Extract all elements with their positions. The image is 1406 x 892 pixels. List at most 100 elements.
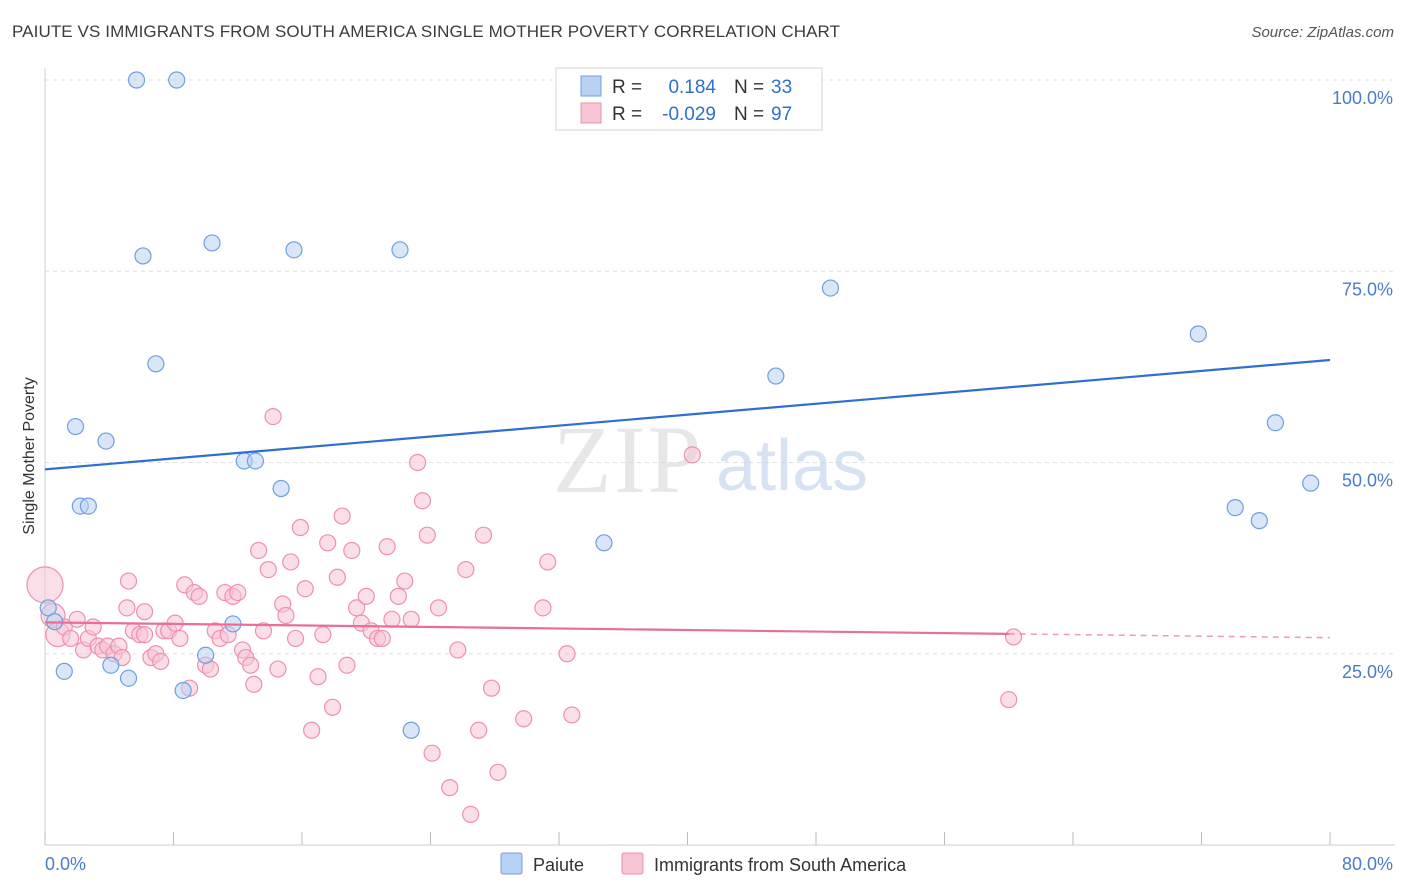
immigrants-point: [515, 710, 533, 728]
legend-n-value-paiute: 33: [771, 77, 792, 98]
watermark-atlas: atlas: [716, 426, 868, 506]
immigrants-point: [269, 660, 287, 678]
paiute-point: [39, 599, 57, 617]
immigrants-point: [319, 534, 337, 552]
paiute-point: [402, 721, 420, 739]
immigrants-point: [474, 526, 493, 544]
immigrants-point: [348, 599, 366, 617]
series-legend-swatch-immigrants: [621, 852, 644, 875]
immigrants-point: [229, 583, 247, 602]
immigrants-point: [291, 518, 309, 537]
legend-r-label-immigrants: R =: [612, 104, 642, 125]
immigrants-point: [534, 599, 552, 617]
paiute-point: [1302, 474, 1320, 492]
legend-n-label-immigrants: N =: [734, 104, 764, 125]
immigrants-point: [482, 679, 501, 697]
immigrants-point: [250, 541, 268, 560]
immigrants-point: [68, 610, 86, 628]
immigrants-point: [26, 566, 64, 604]
immigrants-point: [259, 560, 277, 579]
immigrants-point: [303, 721, 321, 739]
y-tick-label: 75.0%: [1342, 279, 1393, 299]
immigrants-point: [409, 453, 427, 472]
legend-swatch-immigrants: [580, 102, 602, 124]
series-legend-swatch-paiute: [500, 852, 523, 875]
paiute-point: [97, 432, 115, 450]
series-legend-label-immigrants: Immigrants from South America: [654, 855, 907, 875]
immigrants-point: [84, 618, 102, 636]
immigrants-point: [333, 507, 351, 525]
paiute-point: [391, 241, 409, 259]
y-tick-label: 50.0%: [1342, 471, 1393, 491]
paiute-point: [285, 241, 303, 259]
y-tick-label: 25.0%: [1342, 662, 1393, 682]
paiute-point: [246, 452, 265, 470]
paiute-point: [197, 646, 215, 664]
watermark-zip: ZIP: [553, 406, 703, 513]
immigrants-point: [343, 541, 361, 560]
immigrants-point: [441, 779, 459, 797]
paiute-point: [55, 662, 73, 680]
immigrants-point: [338, 656, 356, 674]
trend-lines: [44, 358, 1331, 639]
paiute-point: [119, 669, 138, 687]
paiute-point: [174, 681, 192, 700]
immigrants-point: [1000, 691, 1018, 709]
paiute-point: [272, 479, 290, 498]
immigrants-point: [378, 538, 396, 556]
immigrants-point: [683, 446, 701, 464]
paiute-point: [127, 71, 146, 89]
immigrants-point: [470, 721, 488, 739]
immigrants-point: [558, 645, 576, 663]
immigrants-point: [462, 805, 480, 824]
immigrants-point: [254, 622, 273, 640]
immigrants-point: [489, 763, 507, 781]
immigrants-point: [457, 560, 475, 579]
legend-r-label-paiute: R =: [612, 77, 642, 98]
immigrants-point: [357, 587, 375, 605]
legend-r-value-paiute: 0.184: [668, 77, 716, 98]
immigrants-point: [245, 675, 263, 693]
paiute-point: [203, 234, 221, 252]
x-tick-label-max: 80.0%: [1342, 854, 1393, 874]
immigrants-point: [152, 652, 170, 671]
immigrants-point: [119, 572, 138, 590]
watermark: ZIP atlas: [553, 406, 868, 513]
series-immigrants-points: [26, 408, 1023, 824]
gridlines: [45, 79, 1395, 655]
paiute-point: [767, 367, 785, 385]
immigrants-point: [383, 610, 401, 628]
correlation-legend: R = 0.184 N = 33 R = -0.029 N = 97: [555, 67, 823, 131]
immigrants-point: [135, 603, 154, 621]
series-legend-label-paiute: Paiute: [533, 855, 584, 875]
paiute-point: [821, 279, 840, 297]
immigrants-point: [314, 626, 332, 644]
paiute-point: [147, 355, 165, 373]
trend-line-paiute: [44, 358, 1331, 471]
immigrants-point: [429, 599, 448, 617]
paiute-point: [1189, 325, 1207, 343]
immigrants-point: [418, 526, 436, 544]
paiute-point: [102, 656, 120, 674]
legend-swatch-paiute: [580, 75, 602, 97]
immigrants-point: [323, 698, 342, 716]
immigrants-point: [135, 626, 154, 644]
immigrants-point: [286, 629, 305, 648]
paiute-point: [79, 497, 97, 515]
paiute-point: [168, 71, 186, 89]
chart-source: Source: ZipAtlas.com: [1251, 24, 1394, 41]
immigrants-point: [402, 610, 420, 628]
immigrants-point: [413, 492, 432, 510]
immigrants-point: [539, 553, 557, 571]
immigrants-point: [563, 706, 581, 724]
immigrants-point: [1004, 628, 1023, 646]
immigrants-point: [242, 656, 260, 674]
immigrants-point: [190, 587, 208, 605]
legend-n-label-paiute: N =: [734, 77, 764, 98]
chart-title: PAIUTE VS IMMIGRANTS FROM SOUTH AMERICA …: [12, 22, 841, 41]
immigrants-point: [264, 408, 282, 426]
paiute-point: [1226, 499, 1244, 517]
immigrants-point: [423, 744, 441, 762]
paiute-point: [595, 534, 613, 552]
